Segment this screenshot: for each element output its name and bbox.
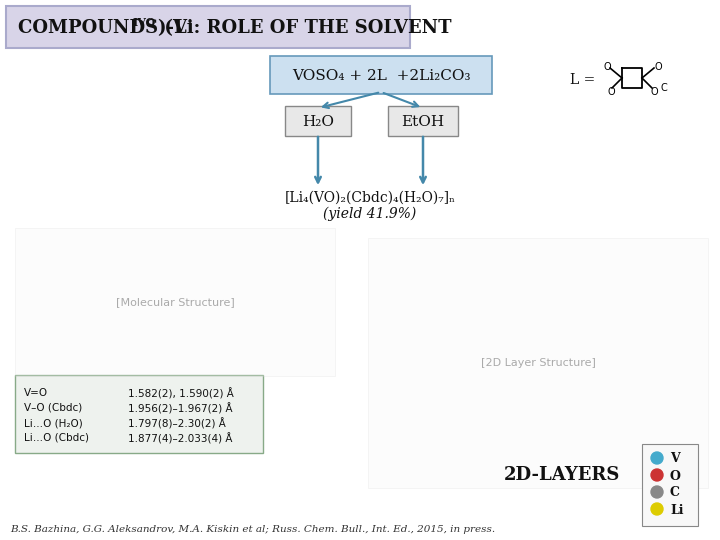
Text: O: O — [670, 469, 681, 483]
Text: C: C — [670, 487, 680, 500]
Text: 1.956(2)–1.967(2) Å: 1.956(2)–1.967(2) Å — [128, 403, 233, 414]
Text: [2D Layer Structure]: [2D Layer Structure] — [480, 358, 595, 368]
Text: [Li₄(VO)₂(Cbdc)₄(H₂O)₇]ₙ: [Li₄(VO)₂(Cbdc)₄(H₂O)₇]ₙ — [284, 191, 456, 205]
Text: H₂O: H₂O — [302, 115, 334, 129]
Text: )-Li: ROLE OF THE SOLVENT: )-Li: ROLE OF THE SOLVENT — [158, 19, 451, 37]
Text: V: V — [670, 453, 680, 465]
Text: VOSO₄ + 2L  +2Li₂CO₃: VOSO₄ + 2L +2Li₂CO₃ — [292, 69, 470, 83]
Text: Li: Li — [670, 503, 683, 516]
Text: O: O — [603, 62, 611, 72]
Circle shape — [651, 452, 663, 464]
FancyBboxPatch shape — [15, 228, 335, 376]
Text: V=O: V=O — [24, 388, 48, 398]
Text: [Molecular Structure]: [Molecular Structure] — [116, 297, 235, 307]
Circle shape — [651, 503, 663, 515]
Text: L =: L = — [570, 73, 595, 87]
Text: Li…O (Cbdc): Li…O (Cbdc) — [24, 433, 89, 443]
Text: 1.877(4)–2.033(4) Å: 1.877(4)–2.033(4) Å — [128, 433, 233, 444]
FancyBboxPatch shape — [368, 238, 708, 488]
FancyBboxPatch shape — [285, 106, 351, 136]
Text: B.S. Bazhina, G.G. Aleksandrov, M.A. Kiskin et al; Russ. Chem. Bull., Int. Ed., : B.S. Bazhina, G.G. Aleksandrov, M.A. Kis… — [10, 525, 495, 535]
Text: IVO: IVO — [133, 17, 156, 29]
FancyBboxPatch shape — [15, 375, 263, 453]
Circle shape — [651, 469, 663, 481]
Text: O: O — [650, 87, 658, 97]
Text: O: O — [654, 62, 662, 72]
Text: O: O — [607, 87, 615, 97]
Text: EtOH: EtOH — [402, 115, 444, 129]
Circle shape — [651, 486, 663, 498]
Text: 2D-LAYERS: 2D-LAYERS — [504, 466, 620, 484]
Text: 1.797(8)–2.30(2) Å: 1.797(8)–2.30(2) Å — [128, 418, 226, 429]
FancyBboxPatch shape — [388, 106, 458, 136]
Text: Li…O (H₂O): Li…O (H₂O) — [24, 418, 83, 428]
Text: (yield 41.9%): (yield 41.9%) — [323, 207, 417, 221]
FancyBboxPatch shape — [642, 444, 698, 526]
FancyBboxPatch shape — [6, 6, 410, 48]
Text: 1.582(2), 1.590(2) Å: 1.582(2), 1.590(2) Å — [128, 388, 234, 400]
Text: C: C — [661, 83, 667, 93]
FancyBboxPatch shape — [270, 56, 492, 94]
Text: V–O (Cbdc): V–O (Cbdc) — [24, 403, 82, 413]
Text: COMPOUNDS (V: COMPOUNDS (V — [18, 19, 187, 37]
